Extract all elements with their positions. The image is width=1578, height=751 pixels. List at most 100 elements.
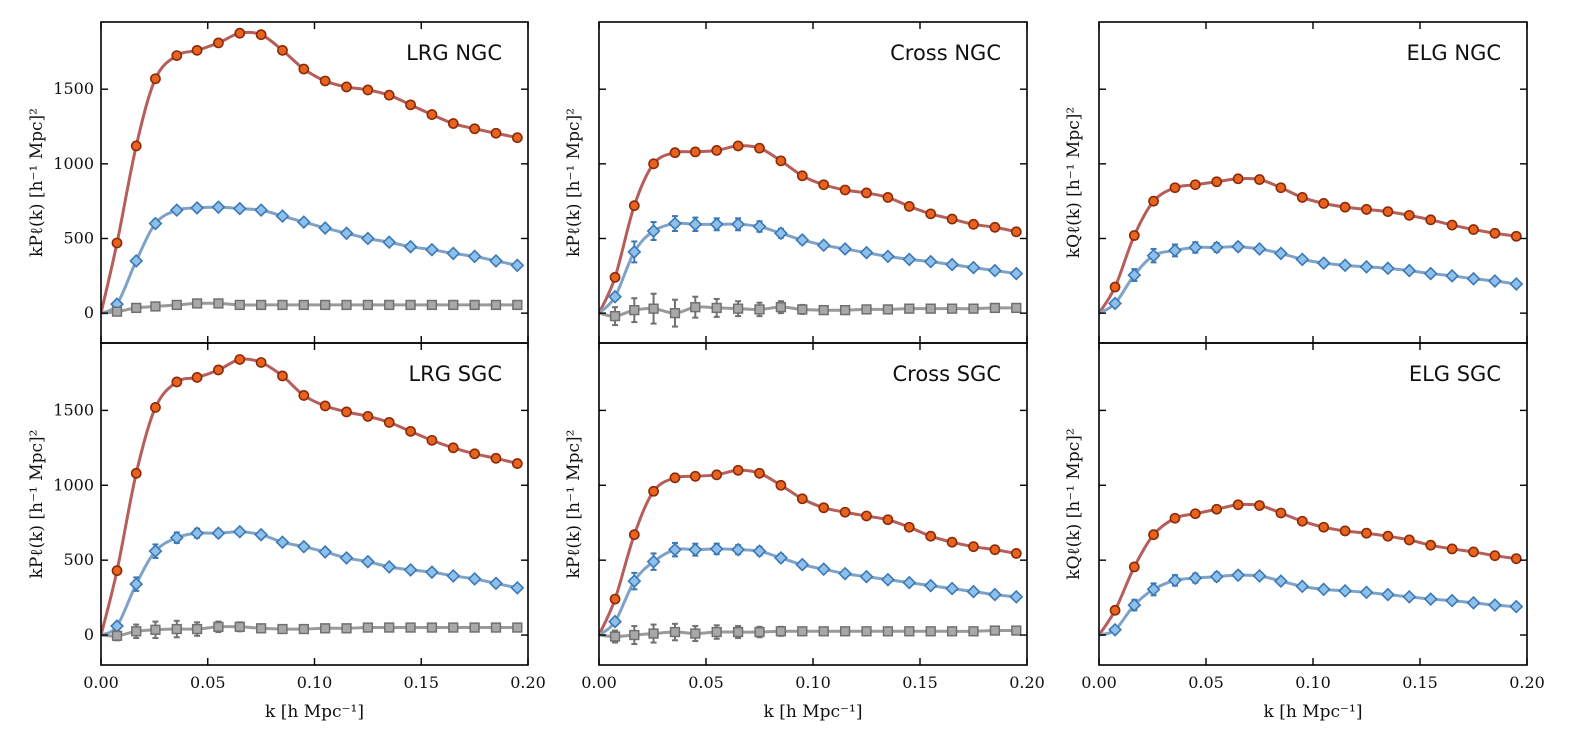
- data-point: [968, 626, 979, 637]
- data-point: [211, 200, 226, 215]
- data-point: [234, 621, 245, 632]
- data-point: [732, 626, 744, 638]
- data-point: [987, 587, 1002, 602]
- data-point: [925, 530, 937, 542]
- data-point: [711, 469, 723, 481]
- data-point: [1148, 195, 1159, 207]
- data-point: [627, 574, 642, 589]
- data-point: [669, 626, 681, 638]
- panel-title: LRG NGC: [406, 41, 502, 65]
- data-point: [382, 559, 397, 574]
- data-point: [690, 302, 701, 313]
- data-point: [648, 485, 659, 497]
- data-point: [1146, 248, 1161, 263]
- x-axis-label: k [h Mpc⁻¹]: [764, 702, 863, 722]
- data-point: [989, 544, 1001, 556]
- data-point: [446, 246, 461, 261]
- data-point: [989, 221, 1001, 233]
- data-point: [775, 479, 787, 491]
- data-point: [668, 542, 682, 557]
- data-point: [629, 305, 640, 316]
- panel-cross-ngc: Cross NGC kPℓ(k) [h⁻¹ Mpc]²: [564, 21, 1028, 344]
- monopole-model-line: [599, 468, 1017, 636]
- data-point: [989, 625, 1001, 636]
- monopole-series: [609, 464, 1022, 605]
- data-point: [629, 629, 640, 641]
- data-point: [839, 305, 851, 316]
- panel-elg-sgc: 0.00 0.05 0.10 0.15 0.20 ELG SGC kQℓ(k) [h⁻¹ M…: [1064, 342, 1545, 722]
- data-point: [191, 372, 203, 383]
- data-point: [690, 628, 701, 639]
- data-point: [489, 576, 503, 591]
- x-tick-label: 0.05: [190, 673, 226, 692]
- data-point: [859, 245, 874, 260]
- data-point: [446, 568, 461, 583]
- hexadecapole-series: [609, 622, 1022, 646]
- data-point: [966, 260, 981, 275]
- data-point: [1359, 585, 1374, 600]
- data-point: [1273, 574, 1288, 589]
- y-tick-label: 500: [63, 228, 94, 247]
- data-point: [190, 200, 205, 215]
- data-point: [925, 303, 936, 314]
- monopole-model-line: [1099, 176, 1517, 314]
- data-point: [111, 630, 123, 641]
- data-point: [362, 299, 374, 311]
- data-point: [469, 622, 480, 633]
- data-point: [424, 242, 439, 257]
- data-point: [232, 201, 247, 216]
- data-point: [816, 238, 831, 253]
- x-tick-label: 0.00: [1081, 673, 1117, 692]
- data-point: [171, 299, 182, 311]
- data-point: [1380, 261, 1395, 276]
- data-point: [752, 544, 767, 559]
- data-point: [405, 622, 416, 633]
- data-point: [275, 535, 290, 550]
- data-point: [628, 200, 640, 212]
- data-point: [148, 544, 163, 559]
- panel-title: ELG SGC: [1409, 362, 1501, 386]
- data-point: [816, 562, 831, 577]
- data-point: [1402, 589, 1417, 604]
- data-point: [360, 231, 375, 246]
- data-point: [609, 593, 621, 605]
- data-point: [1361, 527, 1372, 539]
- data-point: [668, 216, 682, 231]
- data-point: [298, 63, 310, 75]
- x-tick-label: 0.00: [581, 673, 617, 692]
- data-point: [1232, 499, 1244, 511]
- data-point: [1318, 198, 1330, 209]
- data-point: [1296, 515, 1308, 527]
- data-point: [213, 37, 224, 49]
- data-point: [609, 310, 621, 322]
- data-point: [1211, 176, 1223, 188]
- data-point: [1382, 206, 1394, 218]
- data-point: [795, 557, 810, 572]
- y-tick-label: 1500: [53, 400, 94, 419]
- data-point: [131, 626, 142, 637]
- data-point: [1252, 568, 1267, 583]
- x-tick-label: 0.10: [795, 673, 831, 692]
- data-point: [796, 170, 808, 182]
- data-point: [839, 626, 851, 637]
- data-point: [709, 541, 724, 556]
- data-point: [628, 529, 640, 541]
- data-point: [1487, 598, 1502, 613]
- x-tick-label: 0.20: [510, 673, 546, 692]
- data-point: [448, 299, 459, 311]
- data-point: [129, 577, 144, 592]
- data-point: [882, 514, 894, 526]
- data-point: [987, 263, 1002, 278]
- data-point: [341, 623, 352, 634]
- plot-area: [599, 140, 1024, 328]
- data-point: [627, 244, 642, 259]
- data-point: [838, 566, 853, 581]
- data-point: [861, 187, 872, 199]
- data-point: [1339, 525, 1351, 537]
- data-point: [469, 123, 481, 135]
- data-point: [1275, 507, 1287, 519]
- data-point: [171, 623, 182, 635]
- y-axis-label: kPℓ(k) [h⁻¹ Mpc]²: [27, 108, 47, 257]
- data-point: [1468, 546, 1479, 558]
- data-point: [648, 628, 659, 639]
